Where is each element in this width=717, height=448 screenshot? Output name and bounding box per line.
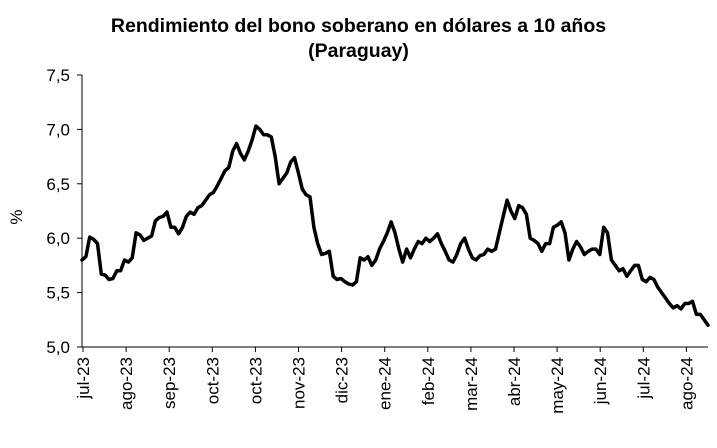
- x-tick-label: mar-24: [462, 357, 481, 411]
- y-tick-label: 7,5: [46, 66, 70, 85]
- y-tick-label: 5,0: [46, 338, 70, 357]
- chart-title-line2: (Paraguay): [308, 40, 409, 62]
- x-tick-label: ene-24: [376, 357, 395, 410]
- chart-title-line1: Rendimiento del bono soberano en dólares…: [110, 15, 607, 37]
- x-tick-label: jun-24: [591, 357, 610, 405]
- x-tick-label: dic-23: [333, 357, 352, 403]
- series-group: [80, 124, 710, 327]
- x-tick-label: jul-24: [634, 357, 653, 400]
- x-tick-label: feb-24: [419, 357, 438, 405]
- x-tick-label: abr-24: [505, 357, 524, 406]
- series-line: [80, 124, 710, 327]
- y-axis: 5,0 5,5 6,0 6,5 7,0 7,5: [46, 66, 83, 357]
- x-tick-label: oct-23: [246, 357, 265, 404]
- y-axis-label: %: [7, 209, 26, 224]
- chart-title: Rendimiento del bono soberano en dólares…: [0, 14, 717, 64]
- x-tick-label: oct-23: [203, 357, 222, 404]
- x-tick-label: sep-23: [160, 357, 179, 409]
- x-tick-label: ago-24: [677, 357, 696, 410]
- y-tick-label: 6,0: [46, 229, 70, 248]
- y-tick-label: 6,5: [46, 175, 70, 194]
- y-tick-label: 5,5: [46, 284, 70, 303]
- x-tick-label: nov-23: [290, 357, 309, 409]
- x-tick-label: may-24: [548, 357, 567, 414]
- x-tick-label: ago-23: [117, 357, 136, 410]
- y-tick-label: 7,0: [46, 120, 70, 139]
- x-tick-label: jul-23: [74, 357, 93, 400]
- x-axis: jul-23 ago-23 sep-23 oct-23 oct-23 nov-23 dic-…: [74, 346, 708, 414]
